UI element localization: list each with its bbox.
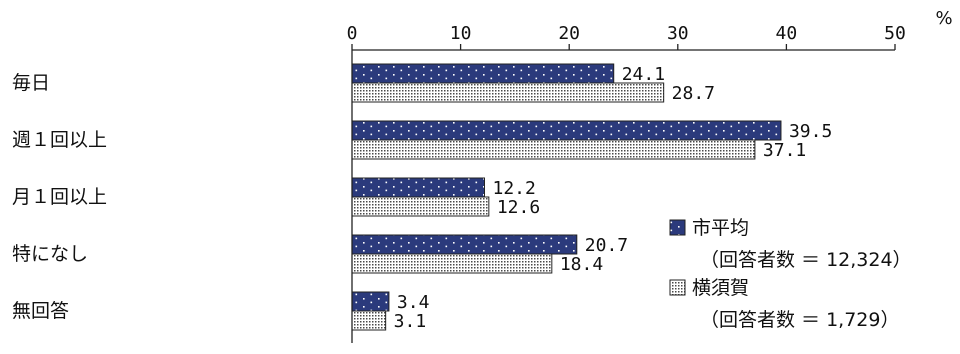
data-label: 28.7: [672, 83, 715, 104]
data-label: 18.4: [560, 254, 603, 275]
category-label: 月１回以上: [12, 186, 107, 208]
tick-label: 30: [667, 23, 689, 44]
bar: [351, 291, 390, 312]
bar: [351, 310, 387, 331]
data-label: 37.1: [763, 140, 806, 161]
bar: [351, 120, 782, 141]
bar: [351, 139, 756, 160]
legend-note: （回答者数 ＝ 1,729）: [700, 309, 899, 331]
tick-label: 40: [776, 23, 798, 44]
tick-label: 50: [884, 23, 906, 44]
bar: [351, 234, 578, 255]
bar: [351, 82, 665, 103]
data-label: 3.1: [394, 311, 427, 332]
legend: 市平均 （回答者数 ＝ 12,324） 横須賀 （回答者数 ＝ 1,729）: [669, 217, 912, 331]
legend-label: 横須賀: [692, 277, 749, 299]
tick-label: 20: [558, 23, 580, 44]
bar: [351, 63, 615, 84]
tick-label: 0: [347, 23, 358, 44]
tick-label: 10: [450, 23, 472, 44]
data-label: 12.2: [492, 178, 535, 199]
legend-swatch: [669, 219, 686, 236]
category-label: 無回答: [12, 300, 69, 322]
data-label: 12.6: [497, 197, 540, 218]
value-axis: 0 10 20 30 40 50%: [347, 8, 953, 343]
data-label: 24.1: [622, 64, 665, 85]
legend-note: （回答者数 ＝ 12,324）: [700, 249, 912, 271]
bars-layer: 24.1 39.5 12.2 20.7 3.4 28.7 37.1 12.6 18.4 3.1: [351, 63, 832, 332]
bar: [351, 177, 485, 198]
category-label: 特になし: [12, 243, 88, 265]
category-label: 週１回以上: [12, 129, 107, 151]
legend-label: 市平均: [692, 217, 749, 239]
bar: [351, 253, 553, 274]
unit-label: %: [935, 8, 952, 29]
data-label: 3.4: [397, 292, 430, 313]
legend-swatch: [669, 279, 686, 296]
data-label: 39.5: [789, 121, 832, 142]
bar: [351, 196, 490, 217]
data-label: 20.7: [585, 235, 628, 256]
category-label: 毎日: [12, 72, 50, 94]
